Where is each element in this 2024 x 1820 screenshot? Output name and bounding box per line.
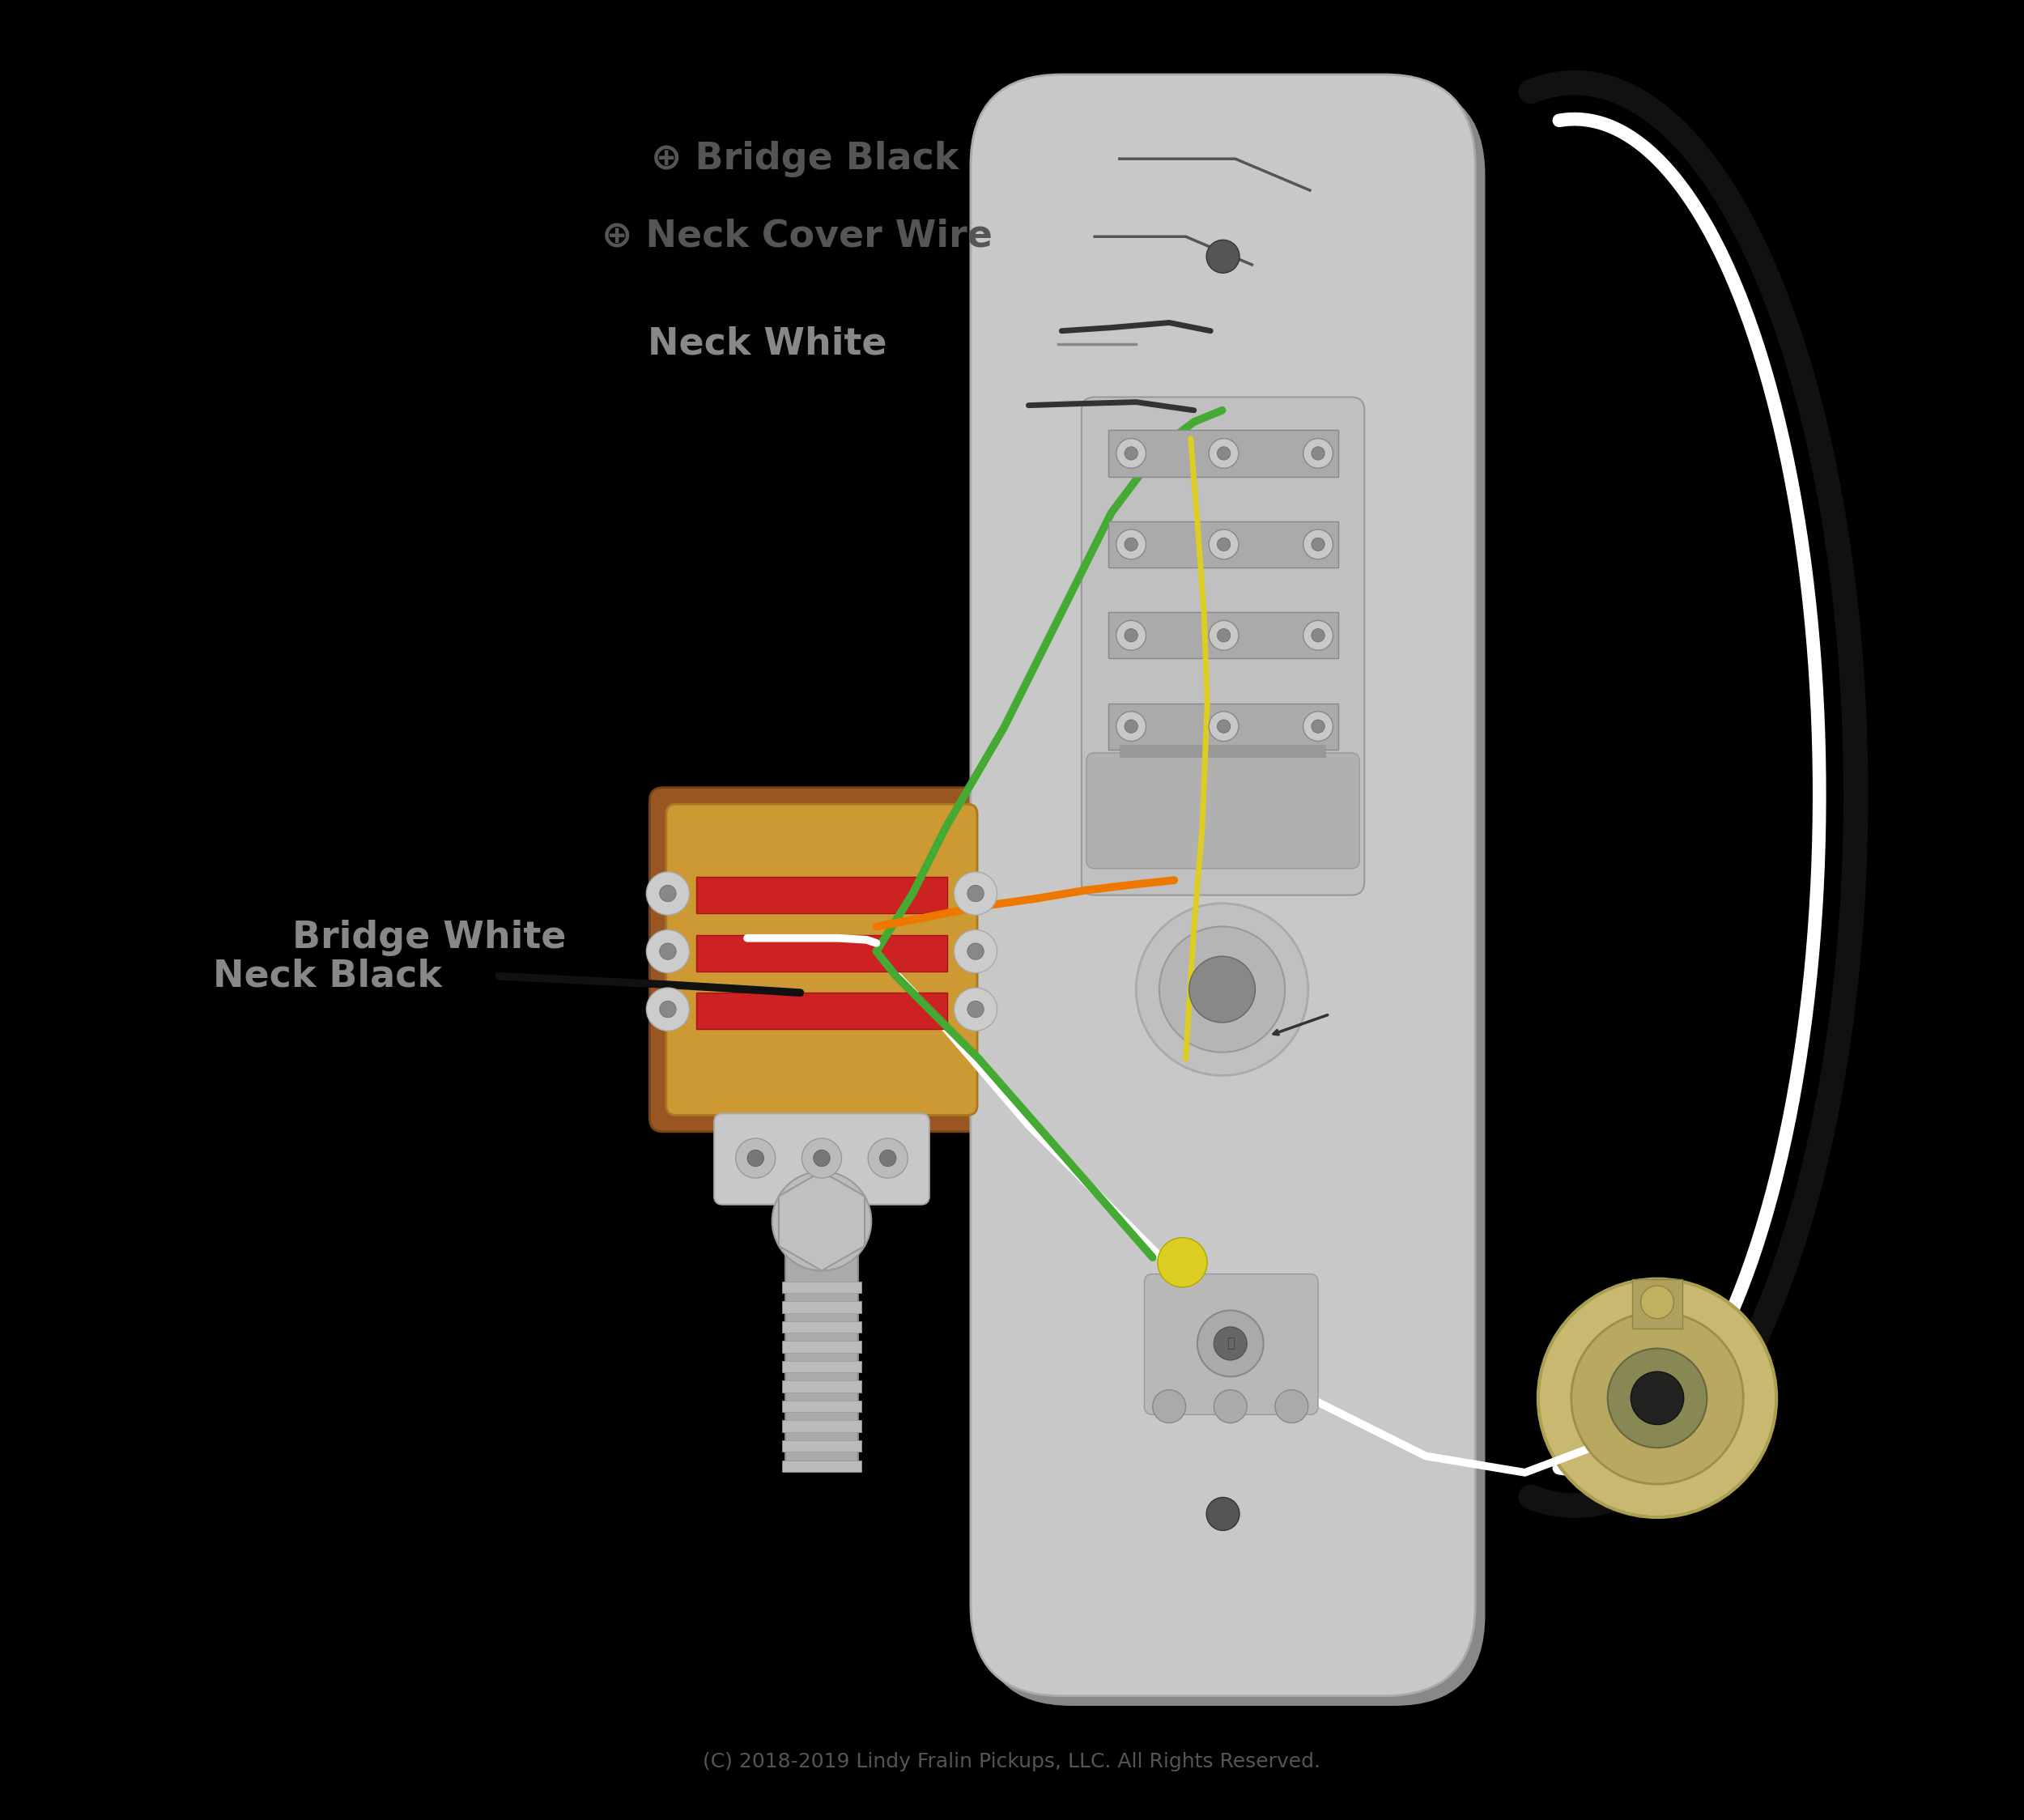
Bar <box>781 1420 862 1432</box>
Circle shape <box>1214 1390 1247 1423</box>
Circle shape <box>646 872 690 915</box>
Bar <box>1633 1279 1682 1329</box>
Circle shape <box>1208 530 1239 559</box>
Bar <box>781 1301 862 1312</box>
Circle shape <box>1206 1498 1239 1531</box>
Circle shape <box>1188 956 1255 1023</box>
Bar <box>781 1321 862 1332</box>
FancyBboxPatch shape <box>1087 753 1360 868</box>
Circle shape <box>880 1150 897 1167</box>
Circle shape <box>747 1150 763 1167</box>
Bar <box>781 1341 862 1352</box>
FancyBboxPatch shape <box>972 75 1475 1696</box>
Circle shape <box>1125 537 1137 551</box>
FancyBboxPatch shape <box>666 804 978 1116</box>
Circle shape <box>1115 621 1146 650</box>
Circle shape <box>1216 719 1231 733</box>
Circle shape <box>1115 712 1146 741</box>
Circle shape <box>1206 240 1239 273</box>
Circle shape <box>1303 530 1334 559</box>
Bar <box>696 992 947 1028</box>
Bar <box>781 1281 862 1292</box>
Circle shape <box>1208 621 1239 650</box>
Circle shape <box>1571 1312 1743 1483</box>
Bar <box>696 935 947 972</box>
Circle shape <box>1216 537 1231 551</box>
Circle shape <box>1158 1238 1206 1287</box>
FancyBboxPatch shape <box>980 84 1486 1705</box>
Circle shape <box>1275 1390 1308 1423</box>
Circle shape <box>1216 446 1231 460</box>
Circle shape <box>646 988 690 1030</box>
Circle shape <box>1312 537 1324 551</box>
Circle shape <box>814 1150 830 1167</box>
Circle shape <box>953 930 998 974</box>
Circle shape <box>1631 1372 1684 1425</box>
FancyBboxPatch shape <box>714 1114 929 1205</box>
Bar <box>1107 430 1338 477</box>
Circle shape <box>660 1001 676 1017</box>
Circle shape <box>660 943 676 959</box>
Bar <box>1107 612 1338 659</box>
Circle shape <box>802 1138 842 1178</box>
Text: ⊕ Neck Cover Wire: ⊕ Neck Cover Wire <box>601 218 992 255</box>
Circle shape <box>1312 628 1324 642</box>
Circle shape <box>967 1001 984 1017</box>
Bar <box>1107 521 1338 568</box>
Bar <box>785 1205 858 1461</box>
Text: ⊕ Bridge Black: ⊕ Bridge Black <box>652 140 959 177</box>
Circle shape <box>1641 1285 1674 1320</box>
Text: ⏚: ⏚ <box>1227 1336 1235 1350</box>
Circle shape <box>953 872 998 915</box>
Circle shape <box>1208 712 1239 741</box>
Bar <box>781 1460 862 1472</box>
Circle shape <box>660 885 676 901</box>
Circle shape <box>868 1138 909 1178</box>
Polygon shape <box>779 1172 864 1270</box>
FancyBboxPatch shape <box>1081 397 1364 895</box>
Circle shape <box>771 1172 872 1270</box>
Circle shape <box>967 885 984 901</box>
Circle shape <box>1198 1310 1263 1376</box>
Circle shape <box>1538 1279 1777 1518</box>
Bar <box>1119 744 1326 757</box>
Circle shape <box>1303 712 1334 741</box>
Circle shape <box>735 1138 775 1178</box>
Circle shape <box>1208 439 1239 468</box>
Text: Neck White: Neck White <box>648 326 887 362</box>
Text: Neck Black: Neck Black <box>213 957 441 994</box>
Circle shape <box>1125 446 1137 460</box>
FancyBboxPatch shape <box>650 788 994 1132</box>
Circle shape <box>1303 621 1334 650</box>
Circle shape <box>1312 719 1324 733</box>
Circle shape <box>953 988 998 1030</box>
Circle shape <box>1160 926 1285 1052</box>
Circle shape <box>967 943 984 959</box>
Circle shape <box>1152 1390 1186 1423</box>
Bar <box>781 1361 862 1372</box>
Circle shape <box>1125 719 1137 733</box>
Circle shape <box>1303 439 1334 468</box>
Bar <box>1107 703 1338 750</box>
Bar <box>781 1401 862 1412</box>
Circle shape <box>1125 628 1137 642</box>
Bar <box>696 877 947 914</box>
Text: (C) 2018-2019 Lindy Fralin Pickups, LLC. All Rights Reserved.: (C) 2018-2019 Lindy Fralin Pickups, LLC.… <box>702 1753 1322 1773</box>
Circle shape <box>1115 530 1146 559</box>
Bar <box>781 1381 862 1392</box>
FancyBboxPatch shape <box>1144 1274 1318 1414</box>
Circle shape <box>1312 446 1324 460</box>
Circle shape <box>1214 1327 1247 1360</box>
Circle shape <box>1115 439 1146 468</box>
Circle shape <box>646 930 690 974</box>
Bar <box>781 1440 862 1452</box>
Circle shape <box>1216 628 1231 642</box>
Text: Bridge White: Bridge White <box>291 919 567 956</box>
Circle shape <box>1135 903 1308 1076</box>
Circle shape <box>1607 1349 1706 1447</box>
